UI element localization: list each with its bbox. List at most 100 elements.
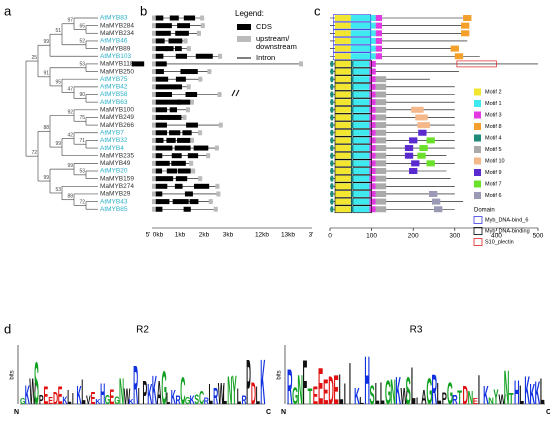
utr [152, 92, 156, 97]
logo-letter: C [199, 388, 204, 408]
logo-letter: I [138, 382, 140, 409]
motif [330, 145, 334, 152]
logo-bits: bits [277, 370, 283, 379]
motif [330, 114, 334, 121]
motif [375, 168, 387, 174]
logo-title: R2 [136, 325, 149, 336]
logo-letter: L [437, 377, 442, 411]
bootstrap: 53 [79, 62, 85, 68]
domain [334, 75, 352, 83]
motif [334, 160, 351, 167]
logo-letter: G [185, 395, 191, 407]
cds [194, 183, 210, 189]
axis-label: 500 [533, 233, 544, 240]
logo-letter: T [457, 387, 462, 409]
motif [334, 30, 351, 37]
utr [152, 69, 156, 75]
motif [330, 206, 334, 213]
logo-letter: K [260, 346, 265, 418]
cds [155, 199, 170, 205]
logo-c: C [546, 409, 550, 416]
logo-letter: R [175, 394, 180, 407]
domain [352, 90, 372, 99]
logo-letter: K [171, 387, 176, 410]
motif [375, 183, 387, 190]
logo-letter: E [473, 397, 479, 406]
cds [165, 84, 176, 90]
motif [369, 83, 376, 90]
cds [155, 53, 164, 59]
logo-letter: G [105, 394, 111, 408]
utr [185, 107, 190, 113]
motif [404, 145, 414, 152]
motif [334, 137, 351, 144]
legend-label-line: downstream [256, 42, 297, 51]
logo-letter: P [246, 346, 251, 418]
logo-letter: R [204, 396, 209, 406]
motif [334, 206, 351, 213]
logo-letter: G [426, 371, 432, 413]
motif [375, 53, 382, 60]
domain [334, 121, 352, 129]
cds [168, 38, 183, 44]
legend-label: Motif 10 [485, 158, 505, 164]
logo-letter: L [237, 384, 241, 410]
cds [155, 206, 163, 212]
logo-letter: L [166, 388, 170, 408]
cds [167, 114, 182, 120]
gene-name: AtMYB58 [100, 91, 128, 98]
motif [426, 137, 435, 144]
logo-letter: E [323, 374, 328, 413]
logo-letter: N [504, 361, 510, 415]
gene-name: AtMYB46 [100, 38, 128, 45]
domain [333, 37, 372, 45]
cds [174, 46, 182, 52]
utr [191, 168, 196, 174]
logo-letter: L [359, 395, 364, 406]
logo-letter: D [462, 382, 468, 410]
logo-letter: V [86, 394, 91, 407]
bootstrap: 72 [79, 199, 85, 205]
motif [375, 106, 387, 113]
motif [375, 114, 387, 121]
gene-name: MaMYB159 [100, 175, 134, 182]
domain [352, 174, 372, 183]
axis-label: 100 [366, 233, 377, 240]
motif [369, 175, 376, 182]
domain [333, 14, 372, 22]
domain [334, 205, 352, 214]
logo-letter: K [95, 398, 101, 406]
legend-label: upstream/downstream [256, 34, 297, 51]
bootstrap: 91 [43, 71, 49, 77]
motif [375, 122, 387, 129]
legend-swatch [474, 180, 481, 188]
cds [155, 76, 169, 82]
utr [152, 206, 156, 212]
logo-letter: H [364, 344, 370, 420]
motif [350, 68, 370, 75]
motif [334, 198, 351, 205]
utr [152, 53, 156, 59]
utr [152, 61, 156, 67]
domain [352, 190, 372, 198]
motif [461, 22, 470, 29]
motif [375, 99, 387, 106]
logo-letter: S [406, 369, 411, 412]
motif [411, 106, 424, 113]
cds [175, 76, 186, 82]
cds [172, 199, 189, 205]
motif [429, 190, 438, 197]
domain [334, 182, 352, 191]
motif [334, 175, 351, 182]
logo-letter: L [375, 377, 380, 411]
legend-label: CDS [256, 22, 272, 31]
legend-label: Motif 9 [485, 170, 502, 176]
motif [369, 99, 376, 106]
motif [334, 152, 351, 159]
gene-name: MaMYB266 [100, 122, 134, 129]
domain [334, 83, 352, 91]
motif [350, 37, 376, 44]
cds [187, 153, 199, 159]
domain [334, 98, 352, 106]
motif [369, 145, 376, 152]
